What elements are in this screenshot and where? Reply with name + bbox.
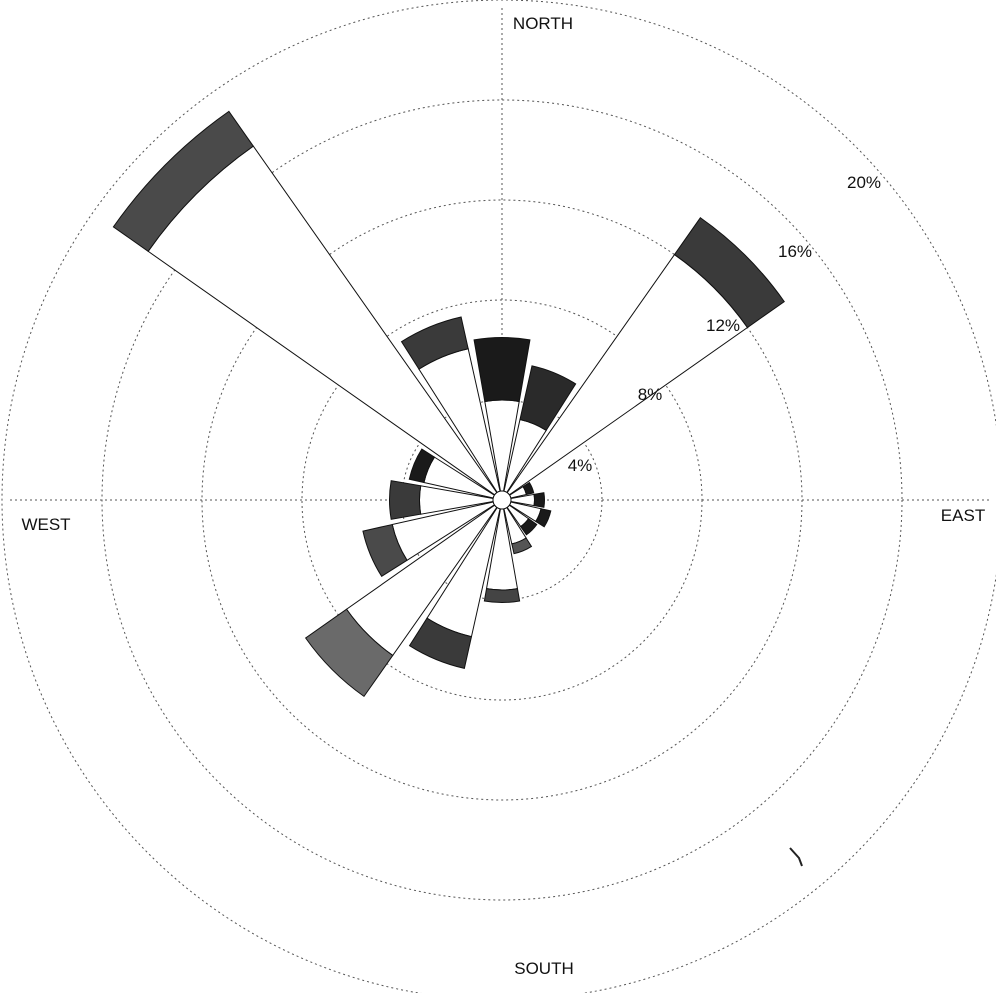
petal-0 <box>473 337 531 492</box>
calm-circle <box>492 490 512 510</box>
petal-outer-segment <box>362 523 408 578</box>
ring-label: 12% <box>706 316 740 335</box>
petal-outer-segment <box>112 110 255 253</box>
petal-202.5 <box>408 506 501 669</box>
petal-315 <box>112 110 498 496</box>
ring-label: 16% <box>778 242 812 261</box>
petal-outer-segment <box>304 608 394 698</box>
center <box>492 490 512 510</box>
scan-mark <box>789 847 803 867</box>
petal-outer-segment <box>535 508 552 528</box>
petal-outer-segment <box>519 517 538 536</box>
petal-outer-segment <box>522 481 535 496</box>
petal-45 <box>506 217 785 496</box>
petal-225 <box>304 504 498 698</box>
petal-292.5 <box>408 448 496 499</box>
west-label: WEST <box>21 515 70 534</box>
petal-outer-segment <box>389 480 422 520</box>
east-label: EAST <box>941 506 985 525</box>
petal-outer-segment <box>519 365 577 432</box>
north-label: NORTH <box>513 14 573 33</box>
ring-labels: 4% 8% 12% 16% 20% <box>568 173 881 475</box>
petal-180 <box>483 508 521 603</box>
petal-outer-segment <box>533 492 545 508</box>
petal-157.5 <box>503 506 533 555</box>
petal-inner-segment <box>147 145 498 496</box>
petal-outer-segment <box>511 537 533 555</box>
south-label: SOUTH <box>514 959 574 978</box>
ring-label: 8% <box>638 385 663 404</box>
ring-label: 20% <box>847 173 881 192</box>
petal-outer-segment <box>473 337 531 403</box>
petal-outer-segment <box>483 588 521 603</box>
petal-outer-segment <box>673 217 785 329</box>
ring-label: 4% <box>568 456 593 475</box>
petal-22.5 <box>503 365 577 494</box>
petals <box>112 110 785 698</box>
petal-outer-segment <box>400 316 469 370</box>
petal-outer-segment <box>408 448 436 484</box>
petal-outer-segment <box>408 617 473 669</box>
petal-270 <box>389 480 494 520</box>
petal-247.5 <box>362 501 496 578</box>
